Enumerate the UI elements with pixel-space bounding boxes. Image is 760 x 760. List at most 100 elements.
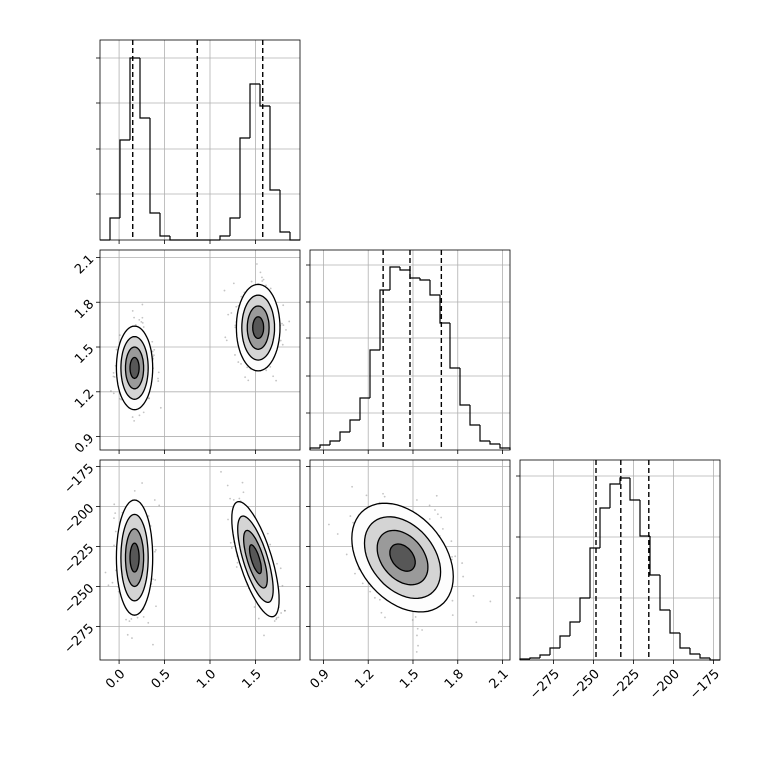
histogram-bin: [249, 83, 260, 138]
sample-point: [272, 375, 275, 378]
sample-point: [128, 620, 131, 622]
density-fill: [130, 357, 140, 379]
sample-point: [142, 326, 145, 328]
histogram-bin: [239, 137, 250, 218]
sample-point: [112, 392, 115, 395]
sample-point: [142, 616, 145, 618]
sample-point: [416, 627, 419, 630]
sample-point: [131, 310, 134, 312]
sample-point: [232, 499, 235, 501]
y-tick-label: −275: [61, 621, 97, 657]
contour-line: [120, 513, 149, 602]
sample-point: [489, 600, 492, 603]
x-tick-label: 1.0: [194, 667, 219, 692]
sample-point: [153, 499, 156, 501]
histogram-bin: [129, 57, 140, 140]
histogram-bin: [629, 478, 640, 501]
x-tick-label: 0.0: [103, 667, 128, 692]
density-layer: [328, 485, 492, 653]
sample-point: [345, 553, 348, 556]
histogram-bin: [319, 444, 330, 448]
sample-point: [275, 616, 278, 619]
x-tick-label: 1.8: [442, 667, 467, 692]
y-tick-label: −175: [61, 461, 97, 497]
sample-point: [229, 541, 232, 544]
histogram-bin: [459, 368, 470, 406]
sample-point: [241, 481, 244, 484]
axes-frame: [309, 459, 511, 661]
sample-point: [157, 371, 160, 374]
sample-point: [112, 375, 115, 378]
sample-point: [352, 521, 354, 524]
histogram-bin: [659, 575, 670, 611]
histogram-bin: [539, 654, 550, 658]
sample-point: [382, 492, 384, 495]
x-tick-label: 2.1: [487, 667, 512, 692]
histogram-bin: [499, 444, 511, 450]
y-tick-label: 0.9: [72, 431, 97, 456]
histogram-bin: [379, 289, 390, 350]
sample-point: [151, 340, 154, 343]
histogram-bin: [699, 654, 710, 659]
sample-point: [247, 379, 250, 382]
sample-point: [138, 414, 141, 417]
contour-line: [376, 529, 429, 586]
sample-point: [383, 495, 386, 498]
histogram-bin: [439, 295, 450, 324]
sample-point: [227, 518, 229, 521]
sample-point: [263, 634, 265, 637]
contour-line: [241, 294, 276, 361]
x-tick-label: −275: [527, 667, 563, 703]
sample-point: [284, 609, 286, 612]
contour-line: [248, 544, 263, 575]
contour-line: [252, 316, 265, 340]
sample-point: [134, 323, 137, 326]
x-tick-label: 1.5: [240, 667, 265, 692]
sample-point: [361, 582, 364, 585]
histogram-bin: [229, 217, 240, 236]
sample-point: [158, 504, 161, 507]
density-fill: [249, 544, 262, 574]
histogram-bin: [549, 647, 560, 655]
sample-point: [118, 334, 121, 337]
contour-line: [363, 516, 442, 600]
sample-point: [147, 515, 150, 517]
sample-point: [238, 497, 241, 500]
histogram-bin: [669, 610, 680, 634]
sample-point: [113, 544, 115, 547]
sample-point: [142, 411, 145, 414]
sample-point: [140, 320, 143, 323]
sample-point: [281, 322, 283, 325]
x-tick-label: 1.5: [397, 667, 422, 692]
density-layer: [110, 263, 291, 422]
sample-point: [133, 489, 136, 492]
sample-point: [112, 371, 115, 374]
histogram-bin: [169, 236, 180, 241]
sample-point: [113, 503, 116, 506]
sample-point: [141, 303, 144, 306]
sample-point: [416, 634, 418, 637]
sample-point: [240, 295, 243, 298]
sample-point: [253, 606, 256, 608]
contour-line: [124, 346, 145, 390]
sample-point: [157, 377, 159, 380]
sample-point: [428, 518, 431, 520]
sample-point: [141, 482, 143, 484]
axes-frame: [519, 459, 721, 661]
sample-point: [328, 523, 330, 526]
sample-point: [136, 616, 139, 619]
sample-point: [110, 390, 112, 392]
sample-point: [107, 584, 110, 587]
contour-line: [237, 515, 274, 604]
sample-point: [461, 562, 464, 564]
sample-point: [242, 491, 245, 494]
sample-point: [288, 320, 291, 323]
sample-point: [141, 316, 144, 319]
sample-point: [114, 512, 117, 515]
histogram-bin: [619, 477, 630, 484]
sample-point: [265, 284, 267, 287]
sample-point: [224, 336, 227, 339]
sample-point: [113, 517, 115, 520]
x-tick-label: −250: [567, 667, 603, 703]
sample-point: [111, 581, 114, 584]
